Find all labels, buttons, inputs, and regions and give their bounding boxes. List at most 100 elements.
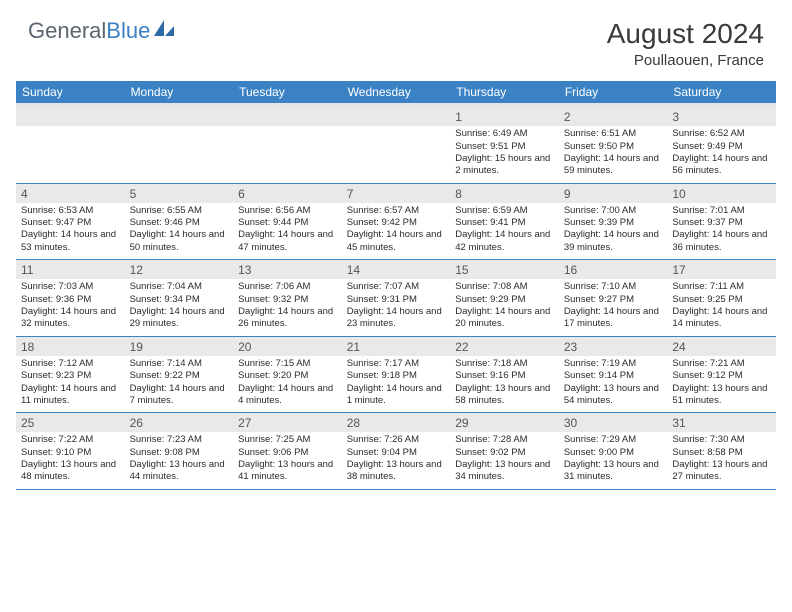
day-number: 23 — [559, 336, 668, 356]
day-info: Sunrise: 6:49 AMSunset: 9:51 PMDaylight:… — [450, 126, 559, 183]
day-number: 18 — [16, 336, 125, 356]
daylight-text: Daylight: 13 hours and 54 minutes. — [564, 383, 663, 408]
sunset-text: Sunset: 9:50 PM — [564, 141, 663, 153]
day-info: Sunrise: 7:23 AMSunset: 9:08 PMDaylight:… — [125, 432, 234, 489]
day-info: Sunrise: 6:52 AMSunset: 9:49 PMDaylight:… — [667, 126, 776, 183]
day-number: 22 — [450, 336, 559, 356]
sunrise-text: Sunrise: 6:59 AM — [455, 205, 554, 217]
week-info-row: Sunrise: 7:22 AMSunset: 9:10 PMDaylight:… — [16, 432, 776, 489]
day-number — [16, 105, 125, 126]
day-header: Wednesday — [342, 81, 451, 105]
sunrise-text: Sunrise: 6:52 AM — [672, 128, 771, 140]
logo-part2: Blue — [106, 18, 150, 43]
day-number: 1 — [450, 105, 559, 126]
sunrise-text: Sunrise: 7:17 AM — [347, 358, 446, 370]
day-number: 25 — [16, 413, 125, 433]
daylight-text: Daylight: 14 hours and 20 minutes. — [455, 306, 554, 331]
day-number: 13 — [233, 260, 342, 280]
sunrise-text: Sunrise: 6:53 AM — [21, 205, 120, 217]
day-number: 29 — [450, 413, 559, 433]
sunset-text: Sunset: 9:02 PM — [455, 447, 554, 459]
sunset-text: Sunset: 9:36 PM — [21, 294, 120, 306]
day-number: 9 — [559, 183, 668, 203]
daylight-text: Daylight: 13 hours and 51 minutes. — [672, 383, 771, 408]
sunset-text: Sunset: 9:47 PM — [21, 217, 120, 229]
sunrise-text: Sunrise: 7:03 AM — [21, 281, 120, 293]
day-number — [125, 105, 234, 126]
day-number: 15 — [450, 260, 559, 280]
sunset-text: Sunset: 9:25 PM — [672, 294, 771, 306]
day-info: Sunrise: 7:17 AMSunset: 9:18 PMDaylight:… — [342, 356, 451, 413]
day-info — [233, 126, 342, 183]
week-number-row: 18192021222324 — [16, 336, 776, 356]
sunrise-text: Sunrise: 7:00 AM — [564, 205, 663, 217]
sunrise-text: Sunrise: 7:14 AM — [130, 358, 229, 370]
day-info: Sunrise: 7:10 AMSunset: 9:27 PMDaylight:… — [559, 279, 668, 336]
day-number: 3 — [667, 105, 776, 126]
sunset-text: Sunset: 9:42 PM — [347, 217, 446, 229]
day-info: Sunrise: 6:57 AMSunset: 9:42 PMDaylight:… — [342, 203, 451, 260]
sunrise-text: Sunrise: 6:57 AM — [347, 205, 446, 217]
sunset-text: Sunset: 9:22 PM — [130, 370, 229, 382]
day-info: Sunrise: 7:08 AMSunset: 9:29 PMDaylight:… — [450, 279, 559, 336]
day-number: 12 — [125, 260, 234, 280]
day-info: Sunrise: 7:26 AMSunset: 9:04 PMDaylight:… — [342, 432, 451, 489]
daylight-text: Daylight: 14 hours and 59 minutes. — [564, 153, 663, 178]
day-number: 20 — [233, 336, 342, 356]
sunset-text: Sunset: 9:39 PM — [564, 217, 663, 229]
day-number: 5 — [125, 183, 234, 203]
calendar-table: SundayMondayTuesdayWednesdayThursdayFrid… — [16, 81, 776, 490]
week-info-row: Sunrise: 6:49 AMSunset: 9:51 PMDaylight:… — [16, 126, 776, 183]
sunset-text: Sunset: 9:00 PM — [564, 447, 663, 459]
sunset-text: Sunset: 9:04 PM — [347, 447, 446, 459]
logo: GeneralBlue — [28, 18, 176, 44]
page-subtitle: Poullaouen, France — [607, 52, 764, 69]
day-number: 27 — [233, 413, 342, 433]
day-info: Sunrise: 7:03 AMSunset: 9:36 PMDaylight:… — [16, 279, 125, 336]
sunrise-text: Sunrise: 7:08 AM — [455, 281, 554, 293]
day-header: Friday — [559, 81, 668, 105]
week-info-row: Sunrise: 7:03 AMSunset: 9:36 PMDaylight:… — [16, 279, 776, 336]
day-number: 8 — [450, 183, 559, 203]
day-header: Saturday — [667, 81, 776, 105]
day-info: Sunrise: 7:28 AMSunset: 9:02 PMDaylight:… — [450, 432, 559, 489]
sunset-text: Sunset: 9:46 PM — [130, 217, 229, 229]
sunrise-text: Sunrise: 7:12 AM — [21, 358, 120, 370]
daylight-text: Daylight: 14 hours and 36 minutes. — [672, 229, 771, 254]
daylight-text: Daylight: 14 hours and 14 minutes. — [672, 306, 771, 331]
sunrise-text: Sunrise: 7:04 AM — [130, 281, 229, 293]
daylight-text: Daylight: 14 hours and 32 minutes. — [21, 306, 120, 331]
day-info: Sunrise: 7:18 AMSunset: 9:16 PMDaylight:… — [450, 356, 559, 413]
day-info: Sunrise: 7:12 AMSunset: 9:23 PMDaylight:… — [16, 356, 125, 413]
daylight-text: Daylight: 13 hours and 38 minutes. — [347, 459, 446, 484]
sunrise-text: Sunrise: 7:06 AM — [238, 281, 337, 293]
sunset-text: Sunset: 9:16 PM — [455, 370, 554, 382]
day-number: 16 — [559, 260, 668, 280]
day-info: Sunrise: 6:56 AMSunset: 9:44 PMDaylight:… — [233, 203, 342, 260]
day-info: Sunrise: 7:11 AMSunset: 9:25 PMDaylight:… — [667, 279, 776, 336]
day-number: 31 — [667, 413, 776, 433]
daylight-text: Daylight: 14 hours and 7 minutes. — [130, 383, 229, 408]
week-info-row: Sunrise: 7:12 AMSunset: 9:23 PMDaylight:… — [16, 356, 776, 413]
sunset-text: Sunset: 9:29 PM — [455, 294, 554, 306]
day-info: Sunrise: 7:06 AMSunset: 9:32 PMDaylight:… — [233, 279, 342, 336]
sunrise-text: Sunrise: 7:22 AM — [21, 434, 120, 446]
week-number-row: 25262728293031 — [16, 413, 776, 433]
day-number — [233, 105, 342, 126]
sunset-text: Sunset: 9:49 PM — [672, 141, 771, 153]
day-info: Sunrise: 7:14 AMSunset: 9:22 PMDaylight:… — [125, 356, 234, 413]
day-header-row: SundayMondayTuesdayWednesdayThursdayFrid… — [16, 81, 776, 105]
sunset-text: Sunset: 9:06 PM — [238, 447, 337, 459]
day-info: Sunrise: 7:07 AMSunset: 9:31 PMDaylight:… — [342, 279, 451, 336]
daylight-text: Daylight: 13 hours and 48 minutes. — [21, 459, 120, 484]
day-info: Sunrise: 7:19 AMSunset: 9:14 PMDaylight:… — [559, 356, 668, 413]
day-header: Tuesday — [233, 81, 342, 105]
sunset-text: Sunset: 9:41 PM — [455, 217, 554, 229]
day-info — [125, 126, 234, 183]
day-info: Sunrise: 7:21 AMSunset: 9:12 PMDaylight:… — [667, 356, 776, 413]
daylight-text: Daylight: 13 hours and 31 minutes. — [564, 459, 663, 484]
day-info: Sunrise: 7:04 AMSunset: 9:34 PMDaylight:… — [125, 279, 234, 336]
daylight-text: Daylight: 13 hours and 58 minutes. — [455, 383, 554, 408]
sunrise-text: Sunrise: 7:30 AM — [672, 434, 771, 446]
daylight-text: Daylight: 14 hours and 23 minutes. — [347, 306, 446, 331]
